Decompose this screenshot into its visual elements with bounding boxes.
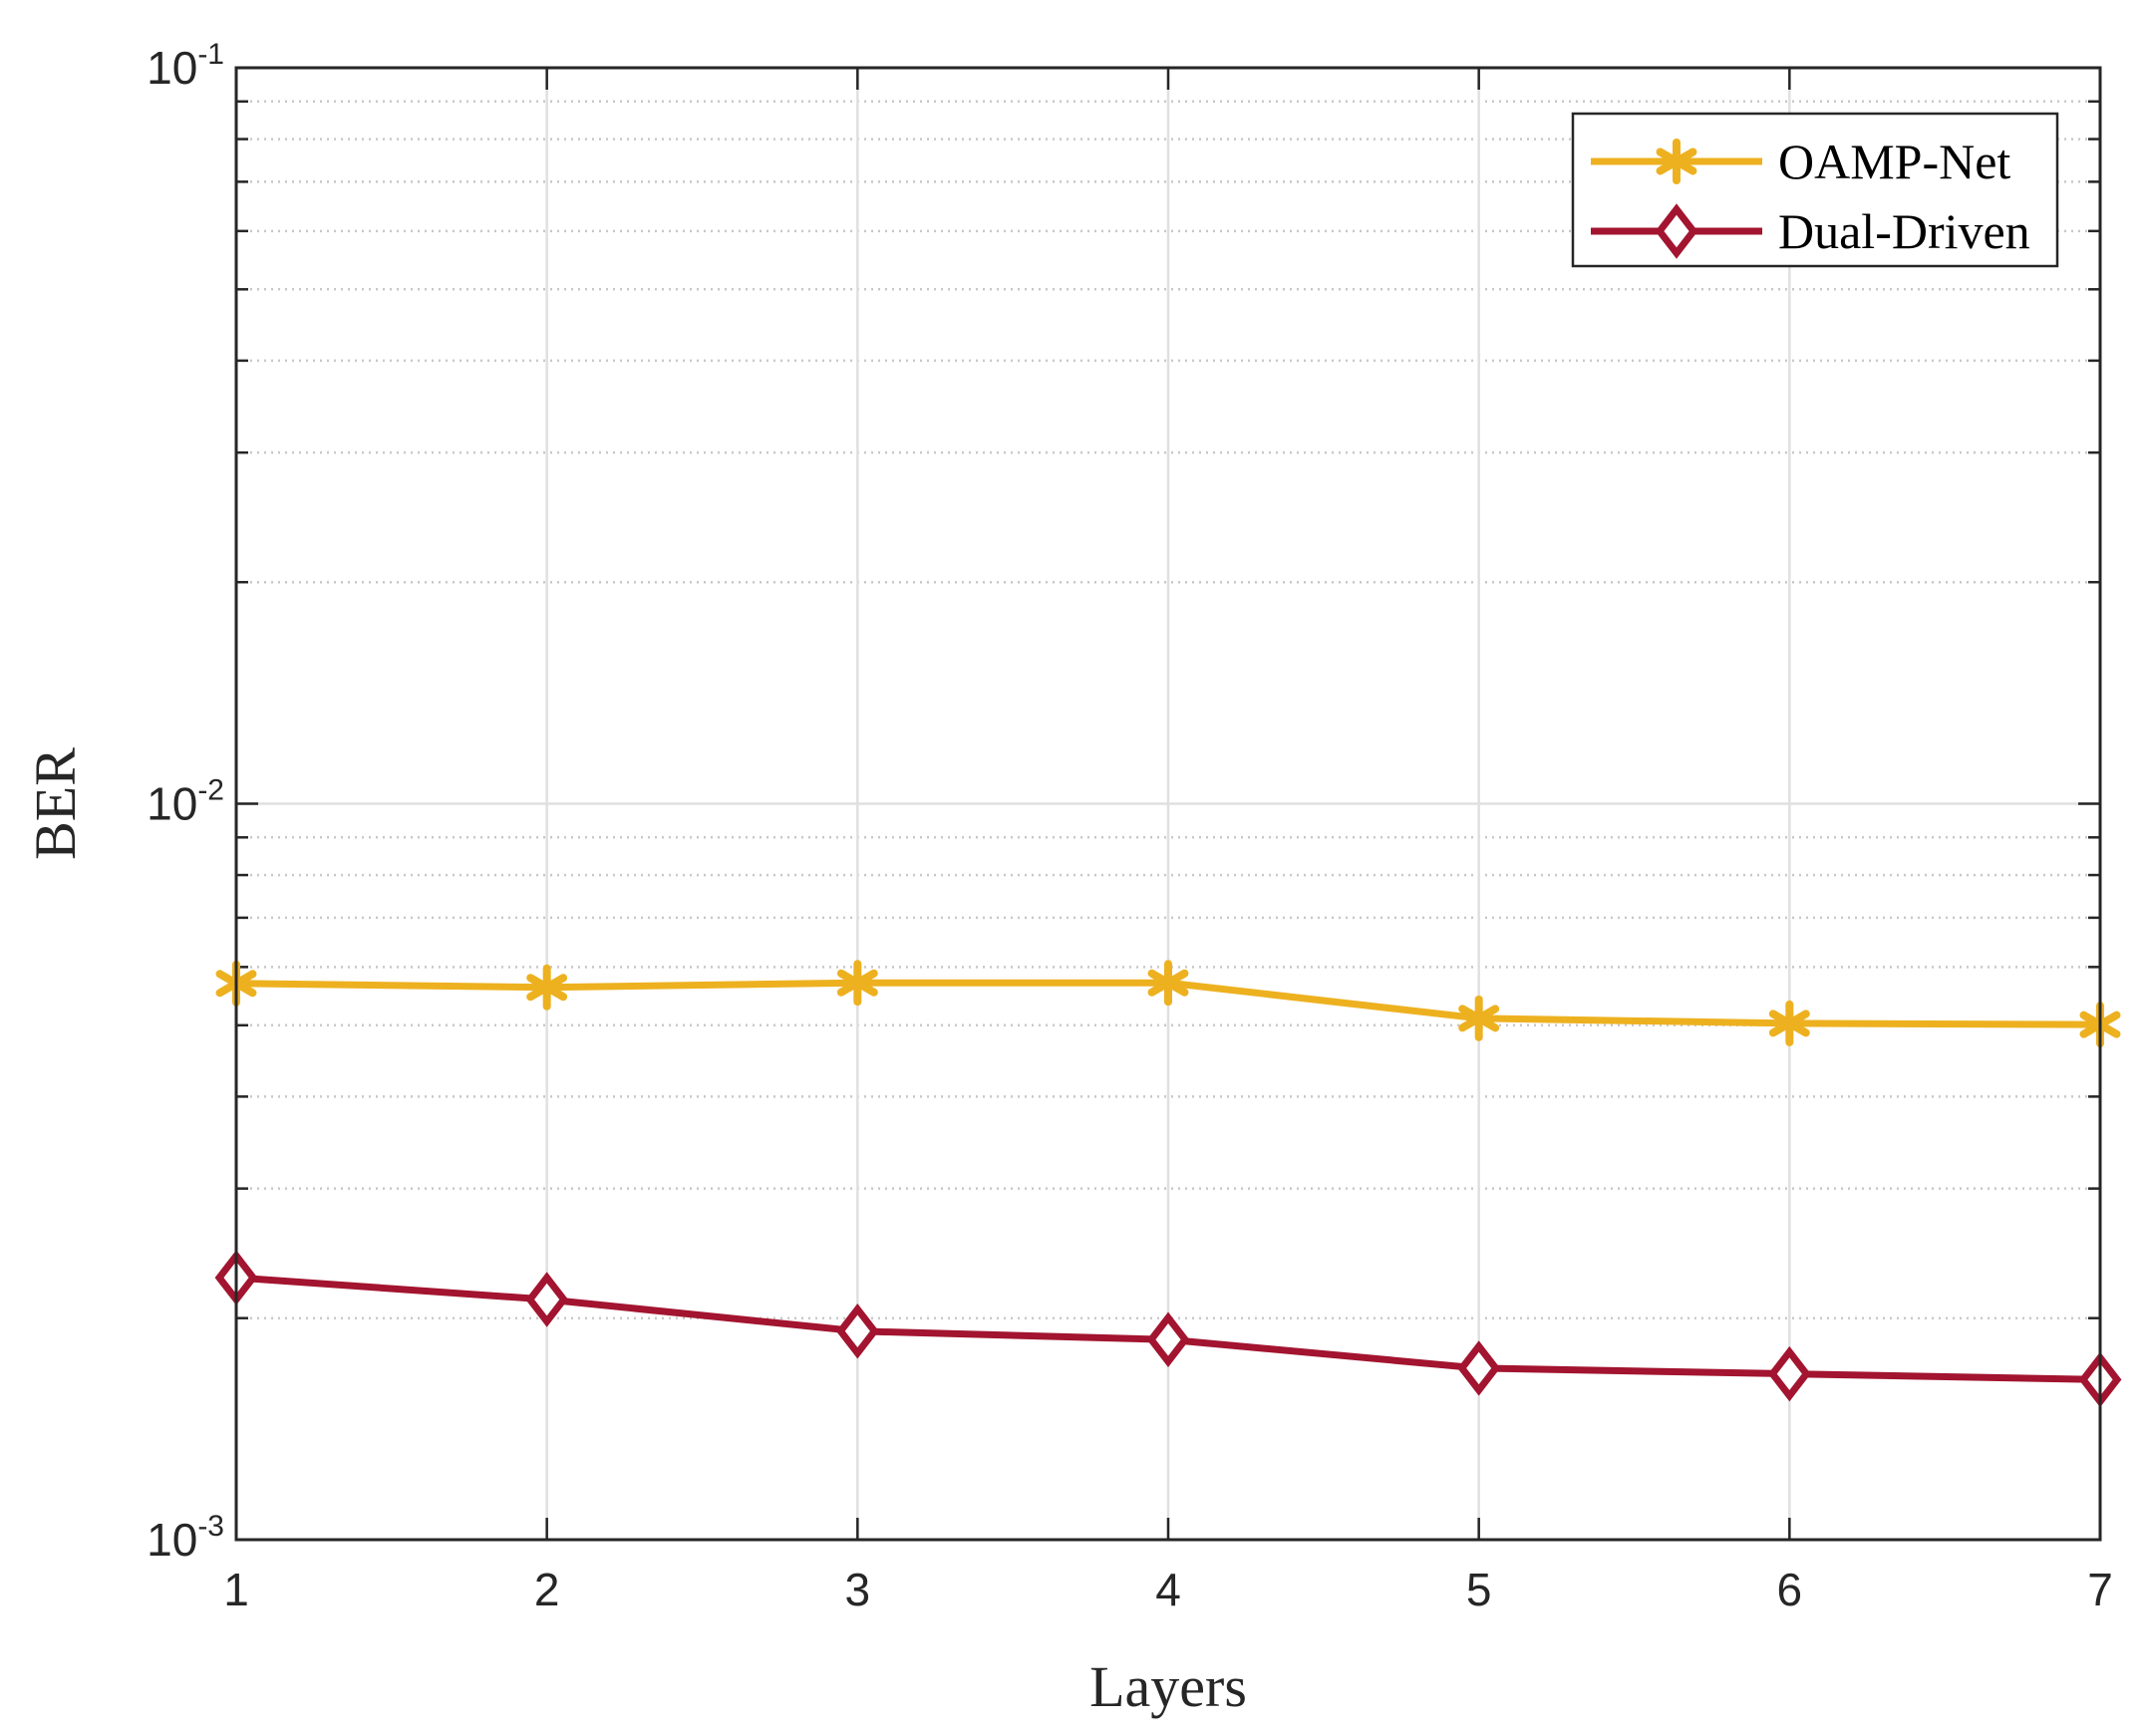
y-tick-label: 10-1	[147, 38, 224, 94]
asterisk-stroke	[1147, 969, 1189, 997]
data-point	[1767, 1345, 1811, 1402]
asterisk-stroke	[1656, 147, 1697, 175]
x-tick-label: 6	[1777, 1564, 1803, 1615]
plot-series	[214, 960, 2122, 1408]
asterisk-stroke	[526, 974, 568, 1002]
data-point	[1147, 960, 1189, 1007]
x-tick-label: 5	[1466, 1564, 1492, 1615]
asterisk-stroke	[1768, 1010, 1810, 1037]
legend: OAMP-Net Dual-Driven	[1571, 112, 2059, 268]
legend-marker	[1655, 203, 1698, 259]
data-point	[1457, 1340, 1501, 1396]
legend-entry: Dual-Driven	[1591, 203, 2030, 259]
legend-box	[1571, 112, 2059, 268]
data-point	[525, 1272, 569, 1327]
x-tick-label: 2	[534, 1564, 560, 1615]
asterisk-stroke	[1458, 1005, 1500, 1032]
legend-entry: OAMP-Net	[1591, 134, 2010, 189]
x-tick-label: 7	[2087, 1564, 2113, 1615]
plot-frame	[234, 66, 2102, 1542]
x-tick-label: 4	[1155, 1564, 1181, 1615]
x-tick-label: 3	[845, 1564, 871, 1615]
y-tick-label: 10-3	[147, 1510, 224, 1566]
data-point	[526, 964, 568, 1011]
data-point	[835, 1303, 879, 1359]
data-point	[1146, 1311, 1190, 1367]
x-axis-label: Layers	[1089, 1654, 1247, 1719]
tick-labels: 10-3 10-2 10-1 1 2 3 4 5 6 7	[147, 38, 2113, 1615]
data-point	[1458, 995, 1500, 1041]
y-tick-label: 10-2	[147, 774, 224, 830]
asterisk-stroke	[836, 969, 878, 997]
legend-marker	[1656, 139, 1697, 184]
series-1	[214, 1250, 2122, 1408]
y-axis-label: BER	[23, 747, 88, 860]
x-tick-label: 1	[223, 1564, 249, 1615]
legend-label: OAMP-Net	[1778, 134, 2010, 189]
data-point	[1768, 1000, 1810, 1046]
legend-label: Dual-Driven	[1778, 203, 2030, 259]
data-point	[836, 960, 878, 1007]
